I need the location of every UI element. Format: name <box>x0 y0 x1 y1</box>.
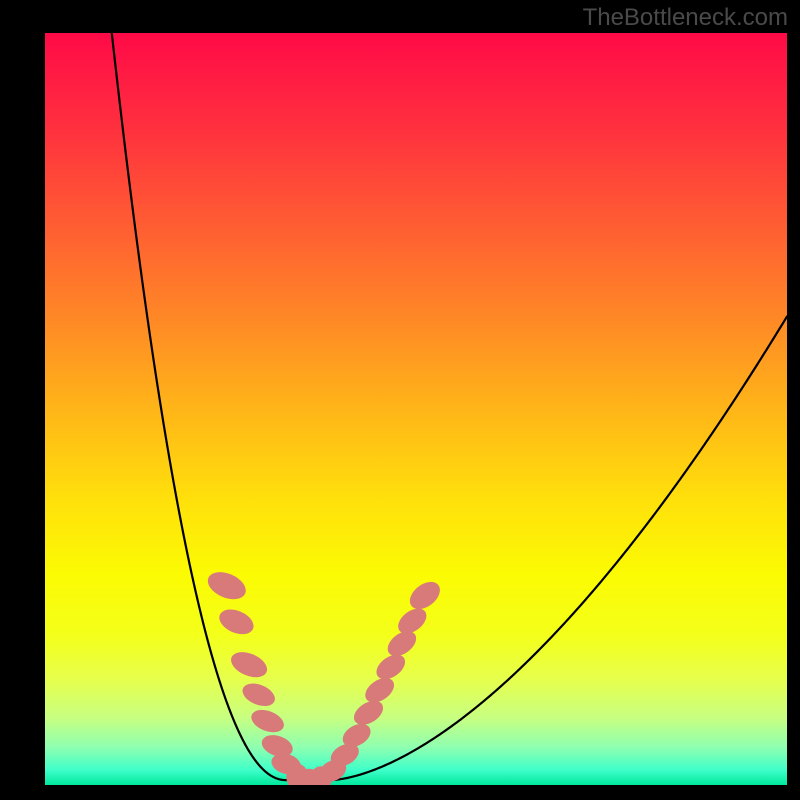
plot-background <box>45 33 787 785</box>
attribution-text: TheBottleneck.com <box>583 4 788 31</box>
chart-svg: TheBottleneck.com <box>0 0 800 800</box>
